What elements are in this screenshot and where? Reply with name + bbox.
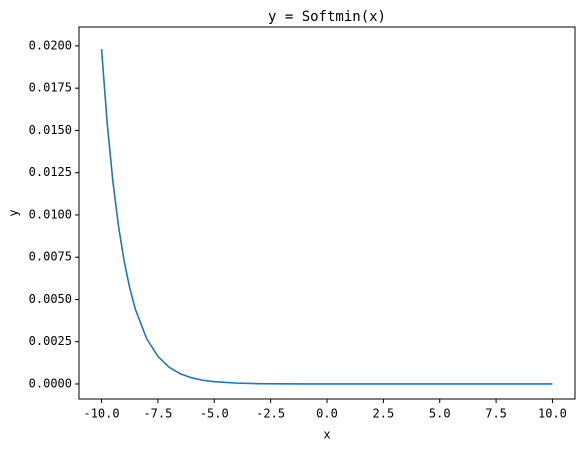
chart-title: y = Softmin(x) — [268, 9, 386, 25]
y-axis-label: y — [7, 209, 21, 216]
y-tick-label: 0.0200 — [29, 38, 72, 52]
x-axis-label: x — [323, 428, 330, 442]
x-tick-label: 5.0 — [429, 407, 451, 421]
y-tick-label: 0.0050 — [29, 292, 72, 306]
data-line — [100, 48, 553, 385]
y-tick-label: 0.0075 — [29, 250, 72, 264]
x-tick-label: -5.0 — [200, 407, 229, 421]
y-tick-label: 0.0150 — [29, 123, 72, 137]
y-tick-label: 0.0100 — [29, 207, 72, 221]
x-tick-label: 0.0 — [316, 407, 338, 421]
x-tick-label: 2.5 — [373, 407, 395, 421]
x-tick-label: 7.5 — [485, 407, 507, 421]
y-tick-label: 0.0000 — [29, 376, 72, 390]
y-tick-label: 0.0125 — [29, 165, 72, 179]
x-tick-label: -10.0 — [83, 407, 119, 421]
x-tick-label: 10.0 — [538, 407, 567, 421]
plot-frame — [78, 26, 576, 400]
x-tick-label: -7.5 — [143, 407, 172, 421]
y-tick-label: 0.0025 — [29, 334, 72, 348]
x-tick-label: -2.5 — [256, 407, 285, 421]
y-tick-label: 0.0175 — [29, 81, 72, 95]
